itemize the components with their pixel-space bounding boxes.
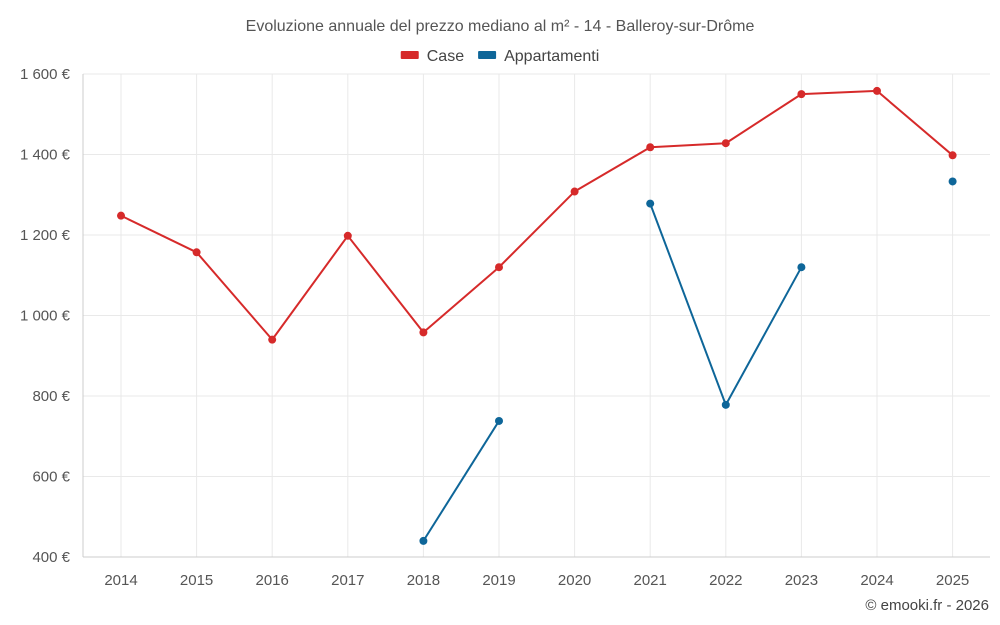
axes: 400 € 600 € 800 € 1 000 € 1 200 € 1 400 € 1 60… bbox=[20, 66, 990, 589]
y-tick-label: 1 200 € bbox=[20, 227, 71, 244]
series-layer bbox=[117, 86, 957, 545]
x-tick-label: 2016 bbox=[256, 572, 289, 589]
chart-title: Evoluzione annuale del prezzo mediano al… bbox=[246, 18, 755, 35]
series-line bbox=[422, 420, 500, 542]
y-tick-label: 400 € bbox=[32, 549, 70, 566]
data-point[interactable] bbox=[570, 187, 579, 196]
data-point[interactable] bbox=[117, 211, 125, 220]
x-tick-label: 2022 bbox=[709, 572, 742, 589]
x-tick-label: 2014 bbox=[104, 572, 137, 589]
data-point[interactable] bbox=[192, 248, 201, 257]
x-tick-label: 2019 bbox=[482, 572, 515, 589]
x-tick-label: 2015 bbox=[180, 572, 213, 589]
legend-swatch bbox=[478, 51, 497, 59]
data-point[interactable] bbox=[721, 139, 730, 148]
series-appartamenti bbox=[419, 177, 957, 545]
y-tick-label: 1 000 € bbox=[20, 308, 71, 325]
data-point[interactable] bbox=[948, 151, 957, 160]
data-point[interactable] bbox=[419, 536, 428, 545]
grid bbox=[83, 73, 990, 557]
x-tick-label: 2018 bbox=[407, 572, 440, 589]
data-point[interactable] bbox=[419, 328, 428, 337]
data-point[interactable] bbox=[495, 416, 503, 425]
x-tick-label: 2025 bbox=[936, 572, 969, 589]
data-point[interactable] bbox=[646, 199, 655, 208]
y-tick-label: 800 € bbox=[32, 388, 70, 405]
data-point[interactable] bbox=[343, 231, 352, 240]
data-point[interactable] bbox=[797, 90, 806, 99]
y-tick-label: 600 € bbox=[32, 469, 70, 486]
legend-item-appartamenti[interactable]: Appartamenti bbox=[478, 48, 599, 65]
x-tick-label: 2021 bbox=[634, 572, 667, 589]
data-point[interactable] bbox=[721, 400, 730, 409]
data-point[interactable] bbox=[873, 86, 881, 95]
credit-text: © emooki.fr - 2026 bbox=[865, 597, 989, 614]
data-point[interactable] bbox=[797, 263, 806, 272]
legend-item-case[interactable]: Case bbox=[400, 48, 464, 65]
data-point[interactable] bbox=[646, 143, 655, 152]
legend[interactable]: Case Appartamenti bbox=[400, 48, 600, 65]
data-point[interactable] bbox=[948, 177, 957, 186]
legend-swatch bbox=[400, 51, 419, 59]
x-tick-label: 2020 bbox=[558, 572, 591, 589]
series-case bbox=[117, 86, 957, 344]
legend-label: Case bbox=[427, 48, 464, 65]
x-tick-label: 2024 bbox=[860, 572, 893, 589]
y-tick-label: 1 600 € bbox=[20, 66, 71, 83]
x-tick-label: 2017 bbox=[331, 572, 364, 589]
series-line bbox=[120, 89, 954, 341]
x-tick-label: 2023 bbox=[785, 572, 818, 589]
legend-label: Appartamenti bbox=[504, 48, 599, 65]
data-point[interactable] bbox=[268, 335, 277, 344]
data-point[interactable] bbox=[495, 263, 503, 272]
y-tick-label: 1 400 € bbox=[20, 147, 71, 164]
